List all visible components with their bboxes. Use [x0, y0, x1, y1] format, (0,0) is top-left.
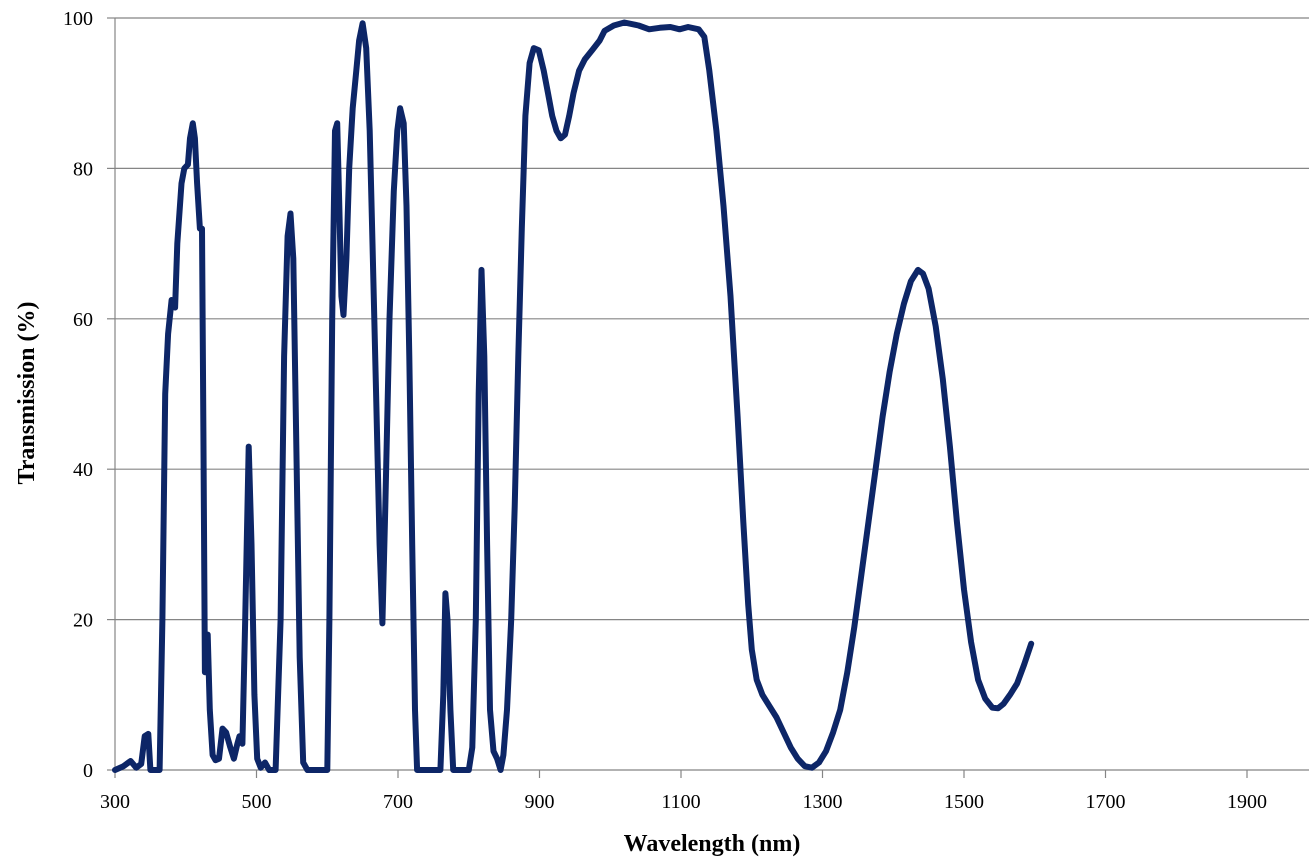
- axis-layer: 0 20 40 60 80 100 300 500 700 900 1100 1300 1500 1700…: [63, 8, 1267, 813]
- x-tick-label-500: 500: [242, 791, 272, 813]
- x-tick-label-1700: 1700: [1086, 791, 1126, 813]
- series-line-0: [112, 19, 1035, 773]
- x-tick-label-1300: 1300: [803, 791, 843, 813]
- y-tick-label-20: 20: [73, 610, 93, 632]
- y-tick-label-40: 40: [73, 459, 93, 481]
- y-tick-label-80: 80: [73, 158, 93, 180]
- x-tick-label-1900: 1900: [1227, 791, 1267, 813]
- series-layer: [112, 19, 1035, 773]
- x-tick-label-1500: 1500: [944, 791, 984, 813]
- x-tick-label-900: 900: [525, 791, 555, 813]
- x-axis-title: Wavelength (nm): [624, 831, 801, 857]
- x-tick-label-300: 300: [100, 791, 130, 813]
- y-tick-label-0: 0: [83, 760, 93, 782]
- label-layer: Wavelength (nm) Transmission (%): [14, 302, 800, 857]
- y-tick-label-60: 60: [73, 309, 93, 331]
- y-tick-label-100: 100: [63, 8, 93, 30]
- x-tick-label-1100: 1100: [661, 791, 700, 813]
- grid-layer: [115, 17, 1309, 771]
- y-axis-title: Transmission (%): [14, 302, 40, 485]
- x-tick-label-700: 700: [383, 791, 413, 813]
